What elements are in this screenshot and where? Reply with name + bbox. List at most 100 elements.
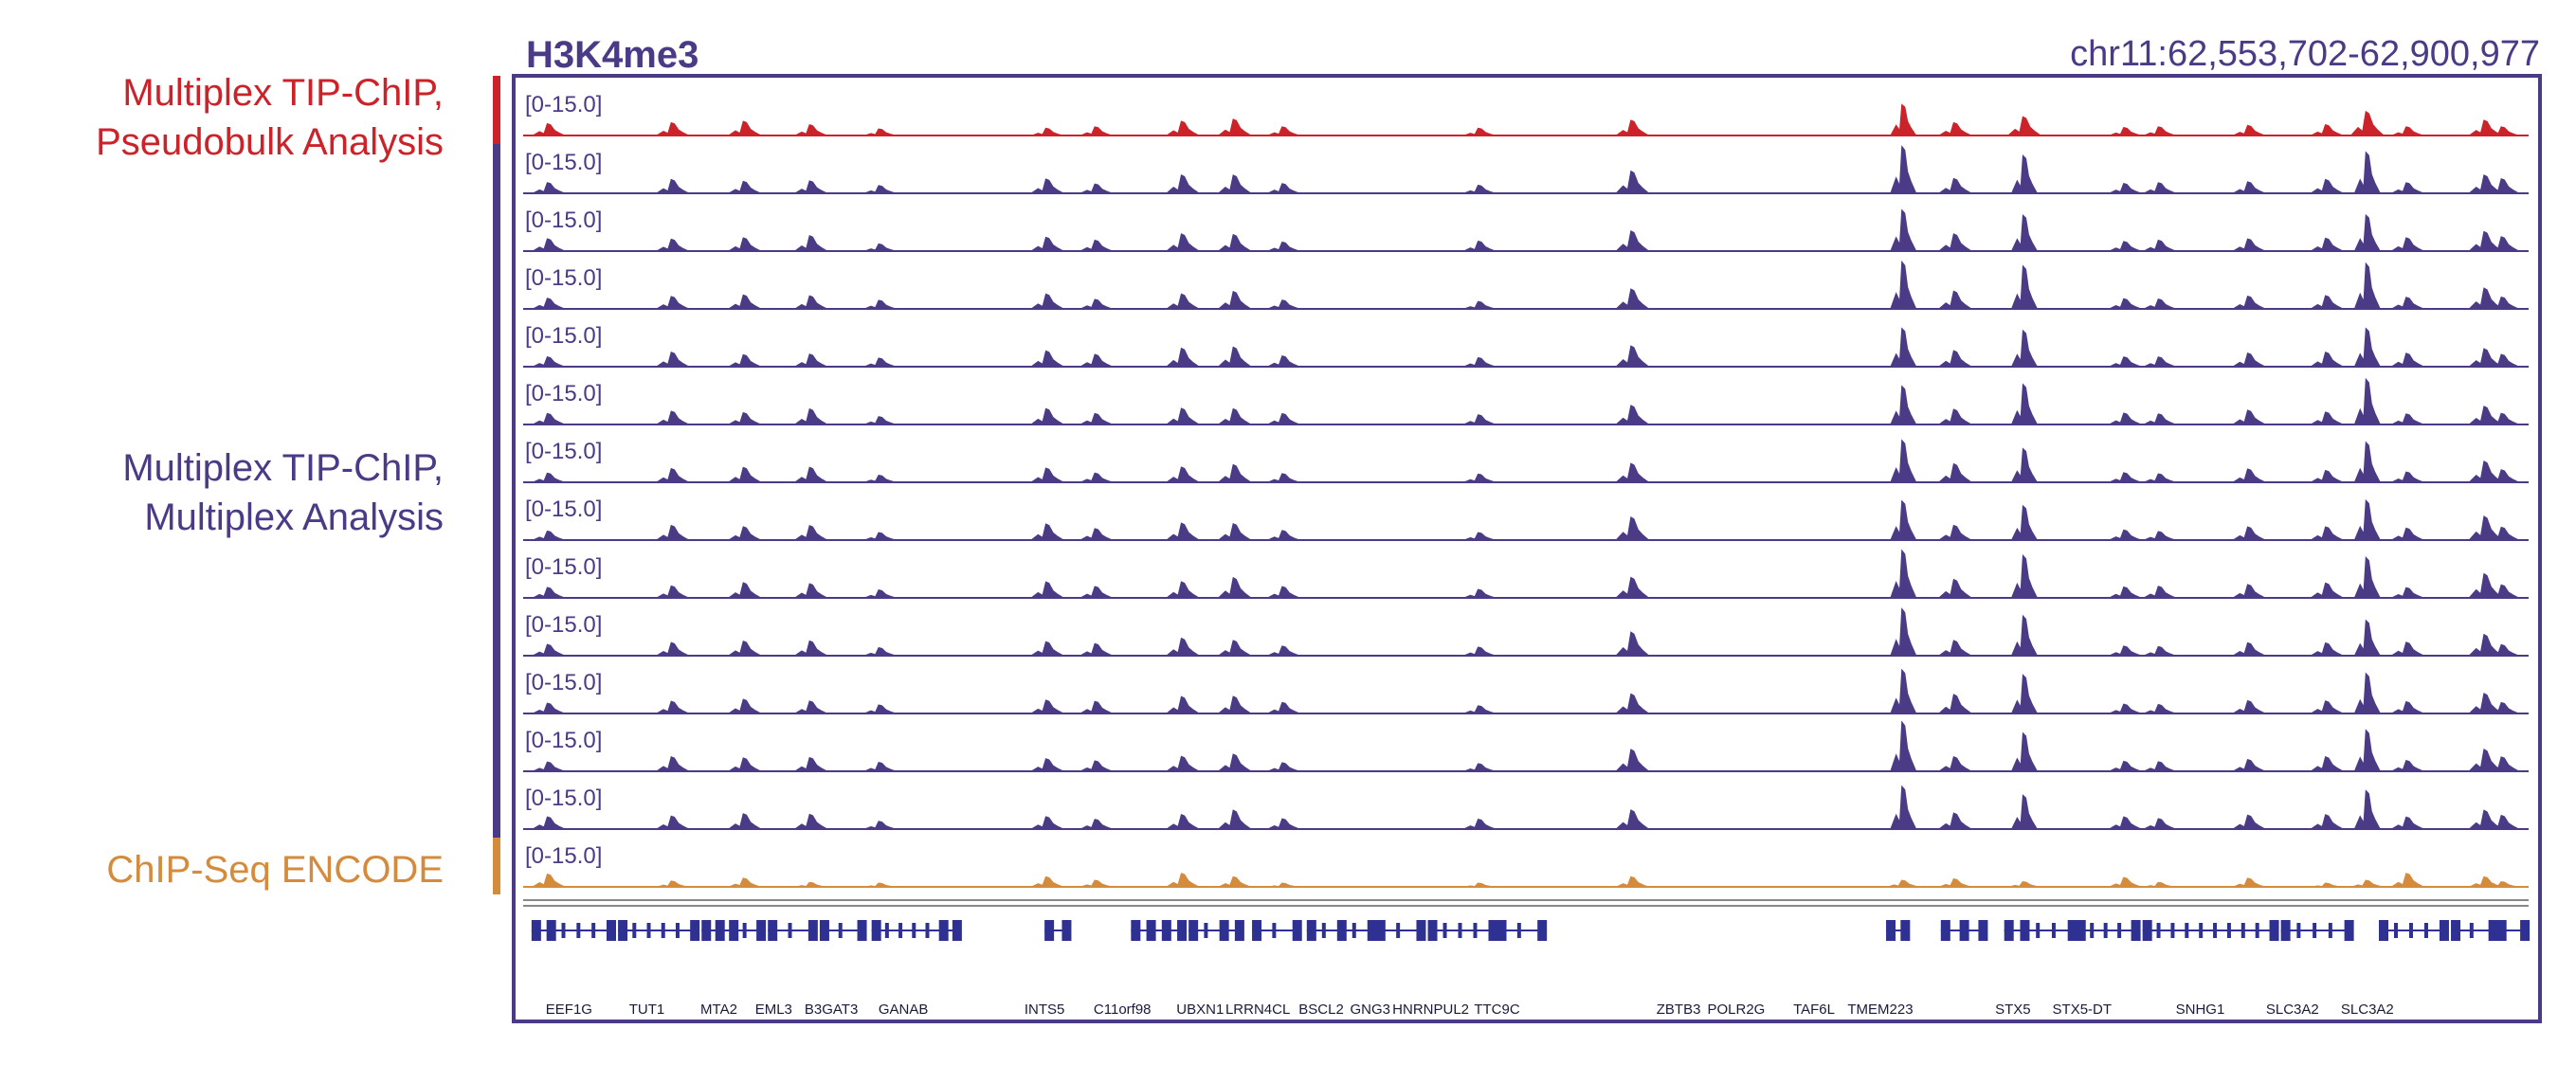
signal-peak <box>2010 264 2038 309</box>
signal-peak <box>2390 873 2425 887</box>
signal-peak <box>1890 260 1917 309</box>
signal-peak <box>727 237 762 251</box>
signal-peak <box>1266 299 1301 309</box>
signal-peak <box>2485 469 2520 482</box>
locus-label: chr11:62,553,702-62,900,977 <box>2070 34 2540 74</box>
gene-exon <box>1161 920 1171 941</box>
signal-peak <box>1890 720 1917 771</box>
signal-peak <box>532 122 567 135</box>
signal-peak <box>1217 522 1252 540</box>
signal-peak <box>1462 356 1497 367</box>
gene-label: MTA2 <box>700 1002 737 1018</box>
signal-peak <box>1615 119 1650 135</box>
signal-peak <box>2468 119 2503 135</box>
gene-exon <box>690 920 700 941</box>
signal-peak <box>2010 674 2038 713</box>
signal-peak <box>2010 329 2038 367</box>
gene-exon <box>2020 920 2030 941</box>
signal-peak <box>2310 582 2345 598</box>
gene-exon <box>1959 920 1969 941</box>
signal-peak <box>2390 527 2425 540</box>
gene-label: EML3 <box>755 1002 792 1018</box>
signal-peak <box>1938 640 1973 656</box>
signal-peak <box>2468 230 2503 251</box>
signal-peak <box>1890 385 1917 424</box>
signal-peak <box>2232 699 2267 713</box>
signal-peak <box>1615 462 1650 482</box>
gene-exon <box>838 923 843 938</box>
signal-peak <box>2353 672 2381 713</box>
signal-peak <box>1938 462 1973 482</box>
signal-peak <box>862 357 898 367</box>
gene-exon <box>938 920 949 941</box>
gene-exon <box>576 923 581 938</box>
signal-peak <box>532 355 567 367</box>
gene-exon <box>1188 920 1199 941</box>
signal-peak <box>1615 288 1650 309</box>
signal-peak <box>655 178 690 193</box>
signal-peak <box>1166 466 1201 482</box>
signal-peak <box>2010 153 2038 193</box>
signal-peak <box>862 474 898 482</box>
signal-peak <box>2006 116 2041 135</box>
signal-peak <box>2390 297 2425 309</box>
signal-peak <box>1615 516 1650 540</box>
signal-peak <box>862 761 898 771</box>
signal-peak <box>2468 748 2503 771</box>
signal-peak <box>1890 668 1917 713</box>
signal-peak <box>2142 239 2177 251</box>
signal-peak <box>1266 701 1301 713</box>
signal-peak <box>2108 356 2143 367</box>
signal-peak <box>2108 183 2143 193</box>
signal-peak <box>2232 758 2267 771</box>
signal-peak <box>1462 473 1497 482</box>
gene-exon <box>646 923 651 938</box>
signal-peak <box>2485 701 2520 713</box>
signal-peak <box>1217 233 1252 251</box>
signal-peak <box>1266 882 1301 887</box>
signal-peak <box>1890 549 1917 598</box>
signal-peak <box>2485 126 2520 135</box>
signal-peak <box>862 647 898 656</box>
signal-peak <box>793 353 828 367</box>
signal-peak <box>1938 755 1973 771</box>
signal-peak <box>1166 174 1201 193</box>
signal-peak <box>1030 407 1065 424</box>
signal-peak <box>1615 749 1650 771</box>
signal-peak <box>793 700 828 713</box>
signal-peak <box>2310 295 2345 309</box>
gene-exon <box>661 923 665 938</box>
signal-peak <box>727 698 762 713</box>
signal-peak <box>1079 586 1114 598</box>
signal-peak <box>2390 587 2425 598</box>
gene-label: B3GAT3 <box>805 1002 858 1018</box>
gene-exon <box>1497 920 1507 941</box>
signal-peak <box>1615 405 1650 424</box>
signal-peak <box>2142 761 2177 771</box>
track-range-label: [0-15.0] <box>525 728 602 753</box>
signal-peak <box>2310 700 2345 713</box>
track-range-label: [0-15.0] <box>525 381 602 406</box>
signal-peak <box>1079 126 1114 135</box>
signal-peak <box>532 412 567 424</box>
gene-exon <box>1396 923 1401 938</box>
multiplex-group-bar <box>493 144 500 838</box>
signal-peak <box>1890 785 1917 829</box>
gene-exon <box>871 920 881 941</box>
signal-peak <box>2310 641 2345 656</box>
signal-peak <box>2108 760 2143 771</box>
signal-peak <box>1890 607 1917 656</box>
signal-peak <box>2353 377 2381 424</box>
signal-peak <box>1217 118 1252 135</box>
signal-peak <box>2010 504 2038 540</box>
gene-label: TAF6L <box>1793 1002 1835 1018</box>
signal-peak <box>2390 641 2425 656</box>
signal-peak <box>2468 406 2503 424</box>
signal-peak <box>2232 409 2267 424</box>
signal-peak <box>2010 553 2038 598</box>
signal-peak <box>1079 472 1114 482</box>
signal-peak <box>532 816 567 829</box>
signal-peak <box>1462 127 1497 135</box>
pseudobulk-group-bar <box>493 76 500 144</box>
gene-label: SLC3A2 <box>2341 1002 2394 1018</box>
